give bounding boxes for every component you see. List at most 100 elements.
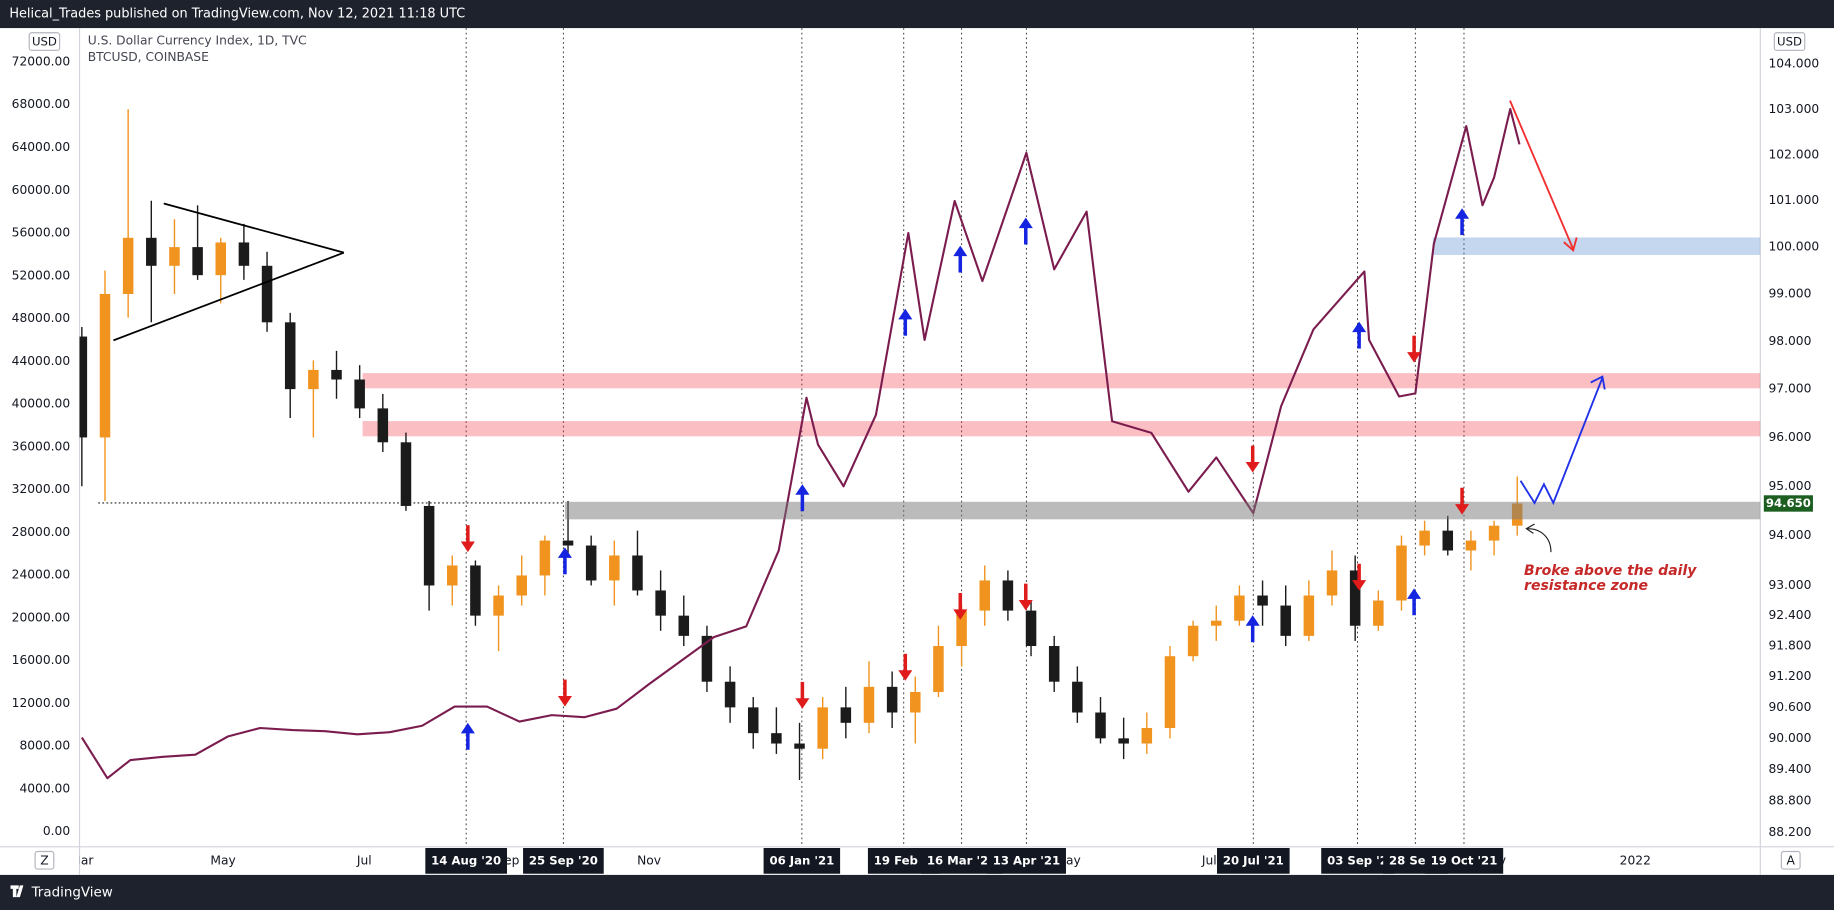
candle-body — [1373, 600, 1384, 626]
candle-body — [1442, 530, 1454, 551]
candle-body — [956, 610, 967, 647]
signal-head — [1018, 217, 1033, 229]
candle-body — [1002, 580, 1014, 611]
y-unit[interactable]: USD — [32, 35, 57, 49]
y-tick-label: 40000.00 — [12, 397, 71, 411]
callout-arrow — [1525, 523, 1552, 553]
x-tick-label: Nov — [637, 853, 661, 867]
scale-button[interactable] — [1780, 850, 1801, 870]
signal-head — [557, 695, 572, 707]
candle-body — [308, 369, 319, 390]
y-tick-label: 72000.00 — [12, 54, 71, 68]
candle-body — [377, 408, 389, 443]
marker-label-box — [1216, 848, 1290, 874]
candle-body — [331, 369, 342, 380]
candle-body — [747, 707, 759, 734]
triangle-line — [163, 202, 345, 254]
candle-body — [817, 707, 828, 749]
y-tick-label: 32000.00 — [12, 482, 71, 496]
candle-body — [423, 505, 435, 586]
candle-body — [840, 707, 852, 723]
candle-body — [1025, 610, 1037, 647]
unit-box[interactable] — [1773, 32, 1806, 51]
target-zone — [1432, 237, 1761, 255]
candle-body — [632, 555, 643, 591]
candle-body — [1465, 540, 1477, 551]
candle-body — [1349, 570, 1361, 626]
brand-logo — [10, 885, 24, 898]
y-tick-label: 36000.00 — [12, 439, 71, 453]
candle-body — [1118, 738, 1129, 744]
candle-body — [516, 575, 527, 596]
top-bar — [0, 0, 1834, 29]
button-label[interactable]: Z — [40, 853, 48, 867]
marker-label-box — [763, 848, 841, 874]
candle-body — [1396, 545, 1407, 601]
candle-body — [284, 322, 296, 390]
marker-lines — [465, 28, 1465, 847]
y2-tick-label: 99.000 — [1769, 286, 1812, 300]
x-tick-label: Mar — [70, 853, 94, 867]
annotation: Broke above the daily — [1524, 563, 1697, 579]
y2-tick-label: 89.400 — [1769, 762, 1812, 776]
candle-body — [794, 743, 805, 749]
resistance-zone — [362, 421, 1761, 437]
candle-body — [493, 595, 504, 616]
candle-body — [1419, 530, 1430, 546]
button-label[interactable]: A — [1787, 853, 1796, 867]
candle-body — [585, 545, 597, 581]
candle-body — [261, 265, 273, 323]
candle-body — [400, 442, 412, 506]
marker-label-box — [523, 848, 604, 874]
y2-unit[interactable]: USD — [1777, 35, 1802, 49]
candle-body — [910, 691, 921, 713]
candle-body — [169, 247, 180, 266]
y-tick-label: 4000.00 — [19, 781, 70, 795]
signal-head — [1407, 352, 1422, 363]
signal-head — [460, 541, 475, 553]
signal-head — [1352, 580, 1367, 591]
y2-tick-label: 93.000 — [1769, 578, 1812, 592]
candle-body — [701, 635, 713, 682]
price-tag — [1763, 495, 1813, 512]
y2-tick-label: 100.000 — [1769, 240, 1820, 254]
x-tick-label: 2022 — [1620, 853, 1651, 867]
candle-body — [1187, 625, 1199, 657]
signal-head — [953, 609, 968, 620]
candle-body — [99, 293, 111, 438]
candle-body — [79, 336, 88, 438]
y2-tick-label: 90.000 — [1769, 731, 1812, 745]
candle-body — [1257, 595, 1268, 606]
signal-head — [557, 547, 572, 558]
scale-button[interactable] — [34, 850, 55, 870]
marker-label: 13 Apr '21 — [993, 853, 1060, 867]
signal-head — [795, 484, 810, 495]
signal-head — [898, 308, 913, 320]
marker-label: 19 Feb '2 — [874, 853, 934, 867]
y-tick-label: 24000.00 — [12, 568, 71, 582]
y-tick-label: 20000.00 — [12, 610, 71, 624]
candle-body — [447, 565, 458, 586]
y-tick-label: 56000.00 — [12, 226, 71, 240]
candle-body — [678, 615, 690, 636]
y-tick-label: 12000.00 — [12, 696, 71, 710]
overlay-line — [80, 107, 1521, 780]
signal-head — [953, 245, 968, 257]
candle-body — [886, 686, 898, 713]
candle-body — [215, 242, 227, 276]
signal-head — [1245, 615, 1260, 626]
marker-label-box — [986, 848, 1066, 874]
y2-tick-label: 91.200 — [1769, 669, 1812, 683]
candle-body — [1326, 570, 1338, 596]
marker-label: 19 Oct '21 — [1431, 853, 1498, 867]
candle-body — [979, 580, 991, 611]
signal-head — [1455, 208, 1470, 219]
annotation: resistance zone — [1524, 578, 1648, 594]
candle-body — [1095, 712, 1106, 739]
candle-body — [1488, 525, 1500, 541]
legend-entry: BTCUSD, COINBASE — [88, 50, 209, 64]
unit-box[interactable] — [28, 32, 61, 51]
